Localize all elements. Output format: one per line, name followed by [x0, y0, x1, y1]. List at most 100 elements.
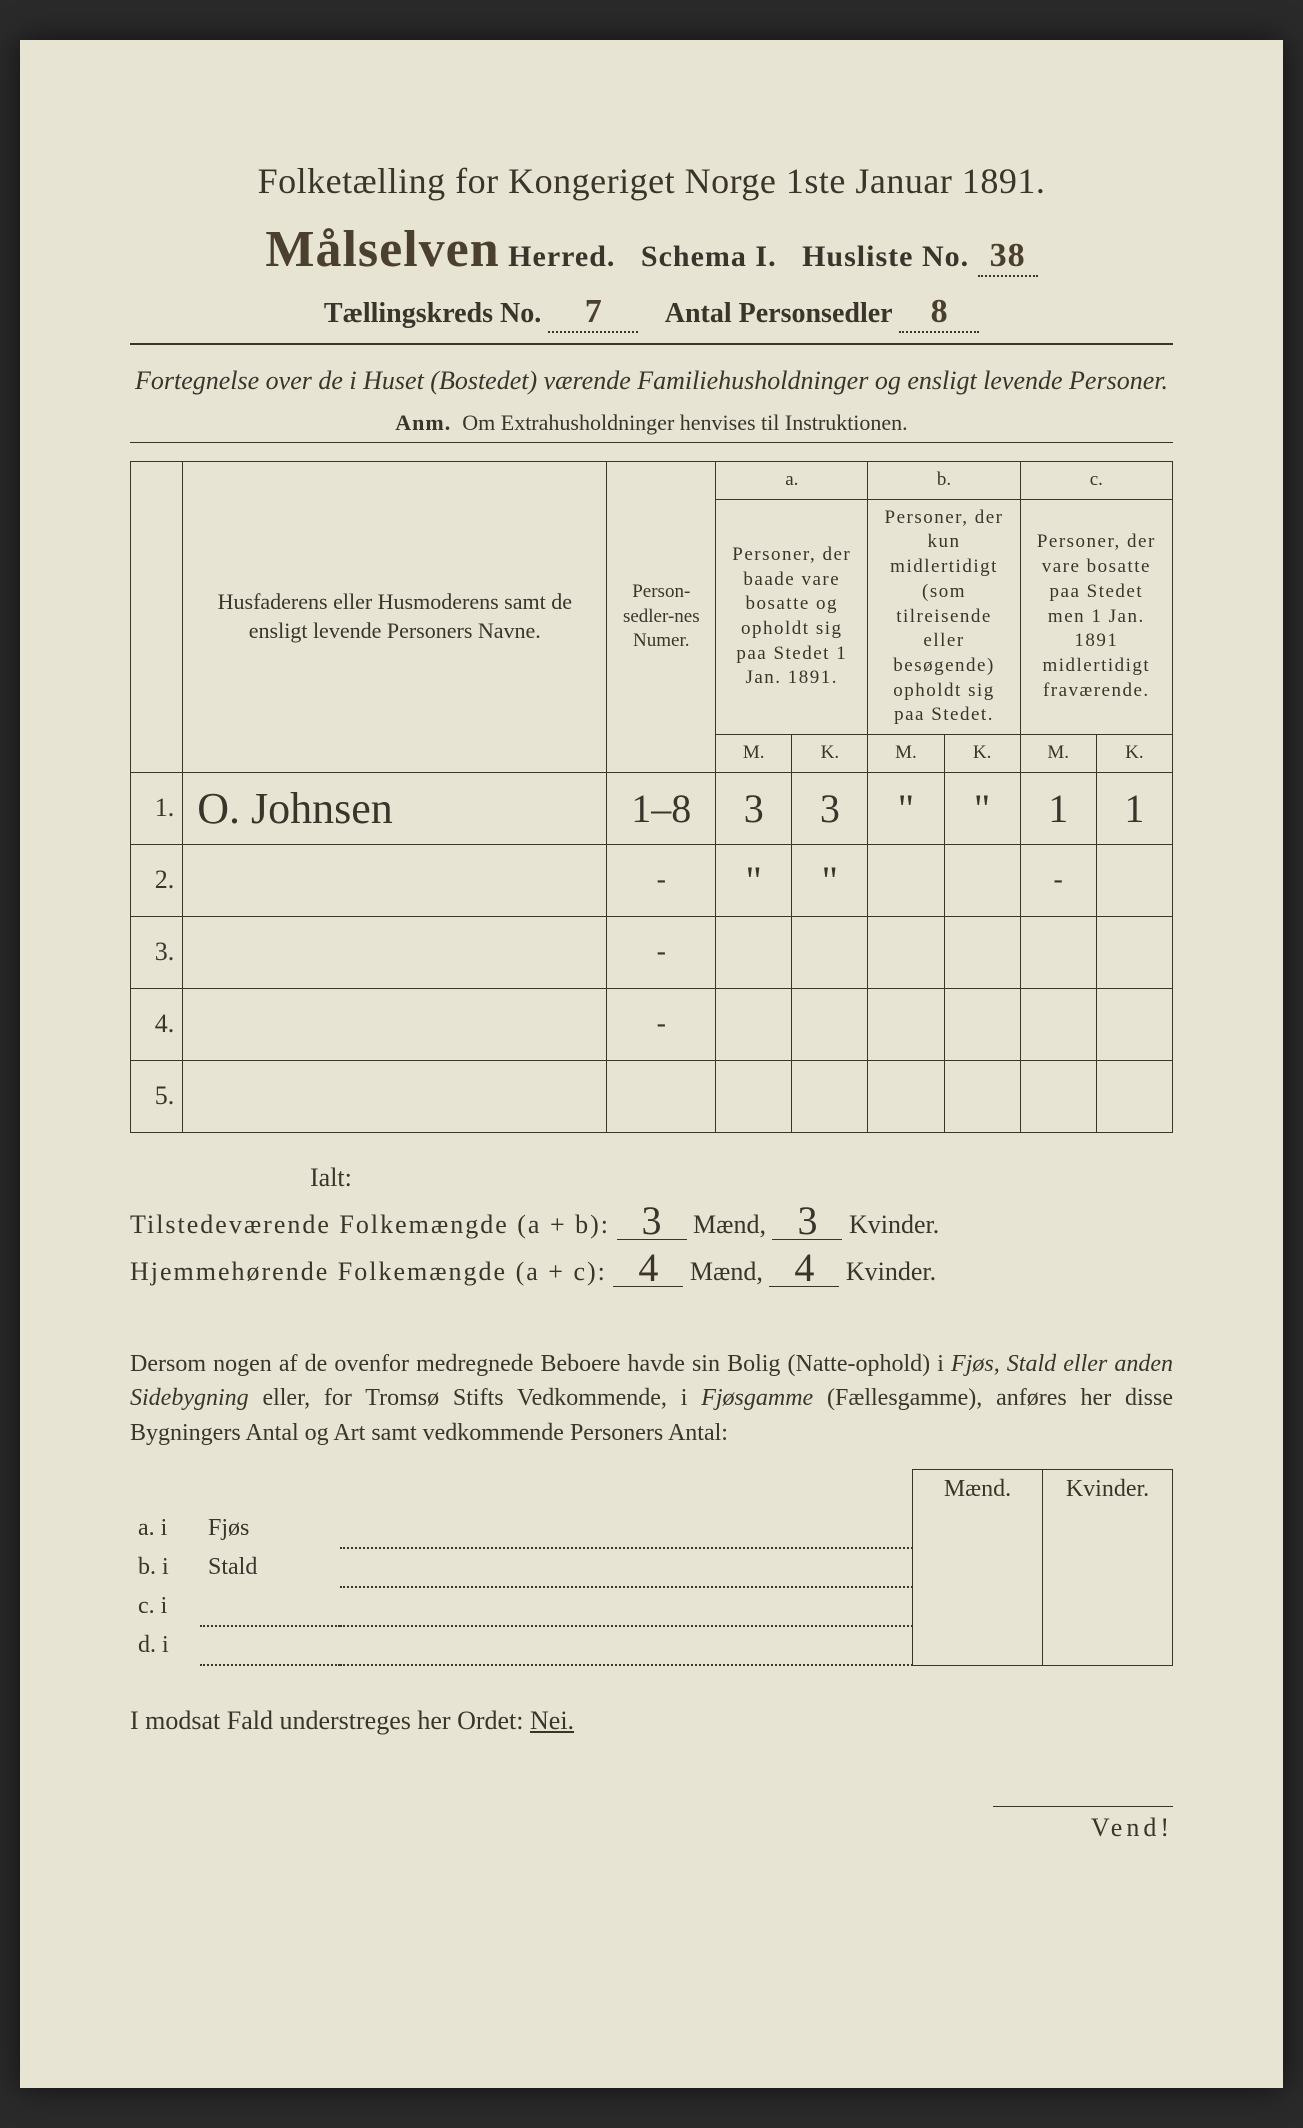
cell-b-m: " — [868, 772, 944, 844]
kvinder-label: Kvinder. — [846, 1257, 936, 1286]
side-kind: Stald — [200, 1548, 340, 1587]
side-k — [1043, 1548, 1173, 1587]
side-dots — [340, 1509, 913, 1548]
cell-c-m — [1020, 1060, 1096, 1132]
cell-a-m — [716, 916, 792, 988]
tilstede-m: 3 — [617, 1203, 687, 1240]
cell-c-m — [1020, 916, 1096, 988]
table-row: 4. - — [131, 988, 1173, 1060]
maend-label: Mænd, — [690, 1257, 763, 1286]
side-lab: c. i — [130, 1587, 200, 1626]
cell-b-k — [944, 916, 1020, 988]
side-m — [913, 1587, 1043, 1626]
side-dots — [340, 1587, 913, 1626]
row-name — [183, 844, 607, 916]
col-a-text: Personer, der baade vare bosatte og opho… — [716, 499, 868, 734]
col-a-tag: a. — [716, 462, 868, 500]
hjemme-m: 4 — [613, 1250, 683, 1287]
cell-c-k — [1096, 1060, 1172, 1132]
side-k — [1043, 1587, 1173, 1626]
col-c-text: Personer, der vare bosatte paa Stedet me… — [1020, 499, 1172, 734]
cell-a-m — [716, 988, 792, 1060]
sedler-label: Antal Personsedler — [665, 298, 892, 329]
cell-b-m — [868, 916, 944, 988]
herred-label: Herred. — [508, 240, 615, 273]
cell-a-k — [792, 916, 868, 988]
kvinder-label: Kvinder. — [849, 1210, 939, 1239]
tilstede-k: 3 — [772, 1203, 842, 1240]
col-c-tag: c. — [1020, 462, 1172, 500]
row-num: 4. — [131, 988, 183, 1060]
cell-b-m — [868, 988, 944, 1060]
anm-prefix: Anm. — [395, 410, 451, 435]
modsat-nei: Nei. — [530, 1706, 574, 1735]
cell-a-k: " — [792, 844, 868, 916]
hjemme-k: 4 — [769, 1250, 839, 1287]
ialt-label: Ialt: — [310, 1163, 1173, 1193]
cell-b-k — [944, 844, 1020, 916]
cell-c-k — [1096, 988, 1172, 1060]
col-name-head: Husfaderens eller Husmoderens samt de en… — [183, 462, 607, 773]
modsat-text: I modsat Fald understreges her Ordet: — [130, 1706, 524, 1735]
side-k — [1043, 1626, 1173, 1665]
cell-b-m — [868, 1060, 944, 1132]
side-lab: a. i — [130, 1509, 200, 1548]
tilstede-label: Tilstedeværende Folkemængde (a + b): — [130, 1210, 610, 1239]
form-description: Fortegnelse over de i Huset (Bostedet) v… — [130, 363, 1173, 398]
side-kind: Fjøs — [200, 1509, 340, 1548]
row-ps: - — [607, 988, 716, 1060]
cell-a-k: 3 — [792, 772, 868, 844]
side-lab: b. i — [130, 1548, 200, 1587]
row-name — [183, 916, 607, 988]
cell-c-k — [1096, 916, 1172, 988]
sedler-no: 8 — [899, 293, 979, 333]
vend-label: Vend! — [993, 1806, 1173, 1843]
row-ps — [607, 1060, 716, 1132]
table-row: 2. - " " - — [131, 844, 1173, 916]
census-table: Husfaderens eller Husmoderens samt de en… — [130, 461, 1173, 1133]
side-maend-head: Mænd. — [913, 1470, 1043, 1510]
cell-c-m — [1020, 988, 1096, 1060]
row-num: 1. — [131, 772, 183, 844]
husliste-label: Husliste No. — [802, 240, 969, 273]
side-row: a. i Fjøs — [130, 1509, 1173, 1548]
row-num: 5. — [131, 1060, 183, 1132]
table-row: 3. - — [131, 916, 1173, 988]
header-line-1: Målselven Herred. Schema I. Husliste No.… — [130, 220, 1173, 279]
cell-c-m: - — [1020, 844, 1096, 916]
divider-thin — [130, 442, 1173, 443]
side-row: c. i — [130, 1587, 1173, 1626]
annotation-line: Anm. Om Extrahusholdninger henvises til … — [130, 410, 1173, 436]
side-k — [1043, 1509, 1173, 1548]
page-title: Folketælling for Kongeriget Norge 1ste J… — [130, 160, 1173, 202]
row-name — [183, 988, 607, 1060]
side-kvinder-head: Kvinder. — [1043, 1470, 1173, 1510]
para-p2: eller, for Tromsø Stifts Vedkommende, i — [249, 1385, 702, 1411]
cell-b-k: " — [944, 772, 1020, 844]
cell-a-m: " — [716, 844, 792, 916]
sidebygning-table: Mænd. Kvinder. a. i Fjøs b. i Stald c. i… — [130, 1469, 1173, 1666]
para-i2: Fjøsgamme — [701, 1385, 813, 1411]
para-p1: Dersom nogen af de ovenfor medregnede Be… — [130, 1351, 951, 1377]
totals-line-ab: Tilstedeværende Folkemængde (a + b): 3 M… — [130, 1203, 1173, 1240]
col-ps-head: Person-sedler-nes Numer. — [607, 462, 716, 773]
row-name: O. Johnsen — [183, 772, 607, 844]
cell-b-k — [944, 988, 1020, 1060]
col-b-text: Personer, der kun midlertidigt (som tilr… — [868, 499, 1020, 734]
col-b-k: K. — [944, 734, 1020, 772]
row-num: 2. — [131, 844, 183, 916]
modsat-line: I modsat Fald understreges her Ordet: Ne… — [130, 1706, 1173, 1736]
cell-b-m — [868, 844, 944, 916]
col-b-tag: b. — [868, 462, 1020, 500]
divider — [130, 343, 1173, 345]
cell-c-k: 1 — [1096, 772, 1172, 844]
col-b-m: M. — [868, 734, 944, 772]
row-ps: - — [607, 844, 716, 916]
cell-c-k — [1096, 844, 1172, 916]
side-dots — [340, 1626, 913, 1665]
row-ps: 1–8 — [607, 772, 716, 844]
row-ps: - — [607, 916, 716, 988]
table-row: 1. O. Johnsen 1–8 3 3 " " 1 1 — [131, 772, 1173, 844]
col-rownum — [131, 462, 183, 773]
row-name — [183, 1060, 607, 1132]
